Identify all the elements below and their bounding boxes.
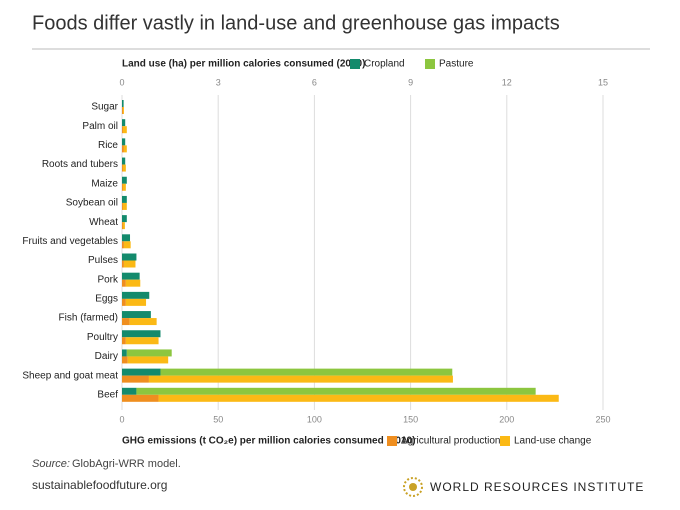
bar [122, 272, 140, 280]
bar [125, 337, 159, 345]
x2-tick-label: 12 [502, 77, 512, 87]
legend-swatch [425, 59, 435, 69]
bar [122, 241, 124, 249]
y-tick-label: Fish (farmed) [59, 313, 118, 324]
bar [158, 394, 559, 402]
bar [122, 107, 123, 114]
bar [122, 260, 124, 268]
bar [122, 279, 126, 287]
legend-label: Cropland [364, 59, 405, 70]
legend-label: Agricultural production [401, 436, 501, 447]
logo-icon [403, 477, 423, 497]
x2-axis-label: Land use (ha) per million calories consu… [122, 59, 365, 70]
legend-label: Land-use change [514, 436, 592, 447]
legend-swatch [500, 436, 510, 446]
legend-swatch [387, 436, 397, 446]
bar [125, 298, 147, 306]
bar [125, 279, 141, 287]
y-tick-label: Maize [91, 178, 118, 189]
bar [122, 368, 161, 376]
bar [122, 126, 123, 134]
x2-tick-label: 15 [598, 77, 608, 87]
y-tick-label: Palm oil [82, 121, 118, 132]
bar [122, 253, 137, 261]
url: sustainablefoodfuture.org [32, 478, 167, 492]
bar [122, 215, 127, 223]
bar [122, 183, 126, 191]
bar [122, 222, 125, 230]
y-tick-label: Pulses [88, 255, 118, 266]
y-tick-label: Pork [97, 274, 119, 285]
bar [122, 119, 126, 127]
bar [122, 311, 151, 319]
bar [122, 349, 127, 357]
bar [122, 107, 124, 114]
bar [122, 100, 124, 107]
y-tick-label: Sugar [91, 102, 118, 113]
bar [126, 349, 172, 357]
bar [122, 291, 150, 299]
bar [122, 157, 126, 165]
x-axis-label: GHG emissions (t CO₂e) per million calor… [122, 436, 415, 447]
bar [122, 234, 131, 242]
legend-label: Pasture [439, 59, 474, 70]
y-tick-label: Sheep and goat meat [22, 370, 118, 381]
y-tick-label: Roots and tubers [42, 159, 118, 170]
bar [136, 387, 536, 395]
y-tick-label: Rice [98, 140, 118, 151]
y-tick-label: Fruits and vegetables [22, 236, 118, 247]
bar [123, 145, 127, 153]
x-tick-label: 150 [403, 414, 418, 424]
y-tick-label: Beef [97, 389, 118, 400]
bar [122, 138, 126, 146]
x2-tick-label: 6 [312, 77, 317, 87]
bar [122, 195, 127, 203]
x2-tick-label: 3 [216, 77, 221, 87]
bar [148, 375, 453, 383]
x2-tick-label: 9 [408, 77, 413, 87]
bar [123, 260, 136, 268]
bar [122, 387, 137, 395]
bar [122, 222, 123, 230]
y-tick-label: Poultry [87, 332, 118, 343]
x-tick-label: 50 [213, 414, 223, 424]
bar [122, 356, 128, 364]
x-tick-label: 0 [119, 414, 124, 424]
source-label: Source: [32, 458, 70, 470]
x-tick-label: 200 [499, 414, 514, 424]
bar [122, 202, 123, 210]
bar [122, 126, 127, 134]
bar [122, 330, 161, 338]
bar [122, 183, 123, 191]
y-tick-label: Wheat [89, 217, 118, 228]
bar [122, 164, 126, 172]
source-text: GlobAgri-WRR model. [72, 458, 181, 470]
bar [129, 318, 157, 326]
x-tick-label: 100 [307, 414, 322, 424]
bar [122, 337, 126, 345]
bar [122, 375, 149, 383]
bar [122, 164, 123, 172]
bar [127, 356, 169, 364]
bar [122, 145, 124, 153]
legend-swatch [350, 59, 360, 69]
x-tick-label: 250 [595, 414, 610, 424]
bar [123, 241, 131, 249]
logo-text: WORLD RESOURCES INSTITUTE [430, 480, 644, 494]
bar [122, 176, 127, 184]
chart-title: Foods differ vastly in land-use and gree… [32, 12, 560, 34]
bar [122, 318, 130, 326]
y-tick-label: Eggs [95, 294, 118, 305]
x2-tick-label: 0 [119, 77, 124, 87]
y-tick-label: Dairy [95, 351, 118, 362]
bar [122, 394, 159, 402]
bar [122, 298, 126, 306]
y-tick-label: Soybean oil [66, 198, 118, 209]
bar [122, 202, 127, 210]
bar [160, 368, 453, 376]
